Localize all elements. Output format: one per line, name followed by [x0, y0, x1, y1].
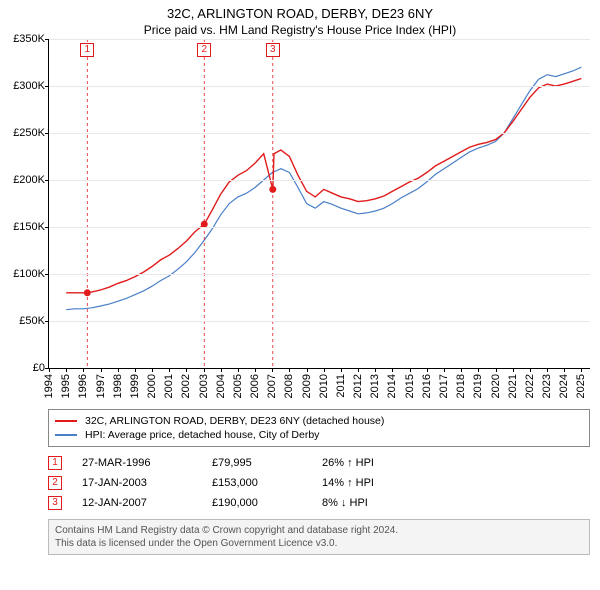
legend-swatch [55, 434, 77, 436]
transaction-hpi: 14% ↑ HPI [322, 477, 412, 489]
footer-attribution: Contains HM Land Registry data © Crown c… [48, 519, 590, 555]
sale-marker-1: 1 [80, 43, 94, 57]
plot-area: £0£50K£100K£150K£200K£250K£300K£350K1994… [48, 39, 590, 369]
x-tick-label: 2006 [249, 374, 261, 398]
sale-marker-3: 3 [266, 43, 280, 57]
legend-row: 32C, ARLINGTON ROAD, DERBY, DE23 6NY (de… [55, 414, 583, 428]
x-tick-label: 2002 [180, 374, 192, 398]
transaction-date: 27-MAR-1996 [82, 457, 192, 469]
x-tick-label: 2016 [421, 374, 433, 398]
transaction-marker-box: 2 [48, 476, 62, 490]
transaction-marker-box: 1 [48, 456, 62, 470]
x-tick-label: 2000 [146, 374, 158, 398]
x-tick-label: 2013 [369, 374, 381, 398]
x-tick-label: 2014 [386, 374, 398, 398]
x-tick-label: 2020 [490, 374, 502, 398]
y-tick-label: £200K [13, 174, 45, 186]
transaction-price: £79,995 [212, 457, 302, 469]
x-tick-label: 2005 [232, 374, 244, 398]
transactions-table: 1 27-MAR-1996 £79,995 26% ↑ HPI 2 17-JAN-2003… [48, 453, 590, 513]
transaction-date: 17-JAN-2003 [82, 477, 192, 489]
x-tick-label: 2007 [266, 374, 278, 398]
transaction-marker-box: 3 [48, 496, 62, 510]
transaction-row: 3 12-JAN-2007 £190,000 8% ↓ HPI [48, 493, 590, 513]
sale-marker-2: 2 [197, 43, 211, 57]
x-tick-label: 2001 [163, 374, 175, 398]
transaction-row: 1 27-MAR-1996 £79,995 26% ↑ HPI [48, 453, 590, 473]
x-tick-label: 2004 [215, 374, 227, 398]
x-tick-label: 1999 [129, 374, 141, 398]
x-tick-label: 2008 [283, 374, 295, 398]
transaction-price: £190,000 [212, 497, 302, 509]
x-tick-label: 2017 [438, 374, 450, 398]
y-tick-label: £300K [13, 80, 45, 92]
transaction-date: 12-JAN-2007 [82, 497, 192, 509]
x-tick-label: 1998 [112, 374, 124, 398]
transaction-hpi: 8% ↓ HPI [322, 497, 412, 509]
x-tick-label: 2023 [541, 374, 553, 398]
y-tick-label: £250K [13, 127, 45, 139]
y-tick-label: £50K [19, 315, 45, 327]
y-tick-label: £100K [13, 268, 45, 280]
x-tick-label: 2011 [335, 374, 347, 398]
transaction-price: £153,000 [212, 477, 302, 489]
x-tick-label: 2012 [352, 374, 364, 398]
plot-svg [49, 39, 590, 368]
legend-label: HPI: Average price, detached house, City… [85, 429, 319, 441]
x-tick-label: 2022 [524, 374, 536, 398]
chart-container: 32C, ARLINGTON ROAD, DERBY, DE23 6NY Pri… [0, 0, 600, 590]
x-tick-label: 2025 [575, 374, 587, 398]
x-tick-label: 2009 [301, 374, 313, 398]
footer-line-2: This data is licensed under the Open Gov… [55, 537, 583, 550]
x-tick-label: 2019 [472, 374, 484, 398]
legend-label: 32C, ARLINGTON ROAD, DERBY, DE23 6NY (de… [85, 415, 384, 427]
x-tick-label: 2003 [198, 374, 210, 398]
x-tick-label: 2010 [318, 374, 330, 398]
x-tick-label: 1997 [95, 374, 107, 398]
x-tick-label: 1994 [43, 374, 55, 398]
y-tick-label: £0 [33, 362, 45, 374]
legend: 32C, ARLINGTON ROAD, DERBY, DE23 6NY (de… [48, 409, 590, 447]
legend-swatch [55, 420, 77, 422]
x-tick-label: 2024 [558, 374, 570, 398]
chart-title: 32C, ARLINGTON ROAD, DERBY, DE23 6NY [0, 0, 600, 21]
y-tick-label: £150K [13, 221, 45, 233]
x-tick-label: 1996 [77, 374, 89, 398]
x-tick-label: 1995 [60, 374, 72, 398]
transaction-hpi: 26% ↑ HPI [322, 457, 412, 469]
y-tick-label: £350K [13, 33, 45, 45]
legend-row: HPI: Average price, detached house, City… [55, 428, 583, 442]
x-tick-label: 2021 [507, 374, 519, 398]
chart-subtitle: Price paid vs. HM Land Registry's House … [0, 21, 600, 39]
x-tick-label: 2018 [455, 374, 467, 398]
x-tick-label: 2015 [404, 374, 416, 398]
transaction-row: 2 17-JAN-2003 £153,000 14% ↑ HPI [48, 473, 590, 493]
footer-line-1: Contains HM Land Registry data © Crown c… [55, 524, 583, 537]
